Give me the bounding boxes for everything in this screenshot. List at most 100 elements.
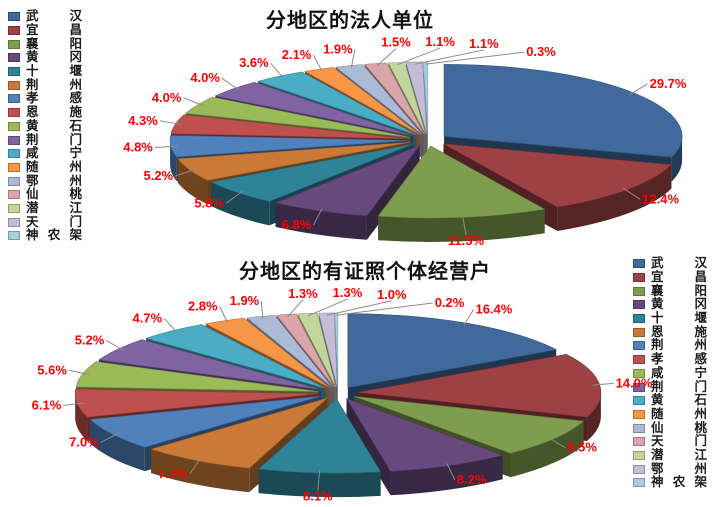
- percent-label: 4.7%: [133, 310, 163, 325]
- percent-label: 1.3%: [333, 285, 363, 300]
- legend-swatch: [8, 12, 20, 22]
- legend-label: 孝感: [26, 91, 82, 106]
- legal-entities-pie: 29.7% 12.4% 11.5% 6.8% 5.8% 5.2% 4.8% 4.3% 4.0% 4…: [123, 34, 687, 248]
- legend-label: 仙桃: [26, 187, 82, 202]
- percent-label: 1.1%: [469, 36, 499, 51]
- legend-item-潜江: 潜江: [8, 200, 82, 216]
- legend-swatch: [633, 368, 645, 378]
- legend-swatch: [633, 286, 645, 296]
- percent-label: 12.4%: [642, 191, 679, 206]
- percent-labels: 16.4% 14.0% 8.5% 8.2% 8.1% 7.7% 7.0% 6.1% 5.6% 5.…: [32, 285, 653, 504]
- legend-label: 神农架: [651, 475, 707, 490]
- percent-labels: 29.7% 12.4% 11.5% 6.8% 5.8% 5.2% 4.8% 4.3% 4.0% 4…: [123, 34, 687, 248]
- legend-swatch: [8, 135, 20, 145]
- legend-item-恩施: 恩施: [8, 106, 82, 120]
- pie-slices: [169, 61, 683, 242]
- percent-label: 2.1%: [282, 47, 312, 62]
- legend-swatch: [633, 300, 645, 310]
- legend-swatch: [633, 314, 645, 324]
- legend-swatch: [633, 396, 645, 406]
- percent-label: 5.6%: [37, 362, 67, 377]
- legend-label: 恩施: [651, 324, 707, 339]
- legend-item-随州: 随州: [633, 407, 707, 422]
- legend-label: 武汉: [651, 256, 707, 271]
- legend-label: 孝感: [651, 352, 707, 367]
- percent-label: 2.8%: [188, 298, 218, 313]
- legend-item-仙桃: 仙桃: [8, 188, 82, 202]
- legend-label: 宜昌: [651, 270, 707, 285]
- legend-item-黄石: 黄石: [633, 394, 707, 408]
- chart-title-legal-entities: 分地区的法人单位: [266, 10, 434, 32]
- legend-item-鄂州: 鄂州: [8, 174, 82, 188]
- legend-item-孝感: 孝感: [8, 92, 82, 106]
- legend-label: 荆门: [651, 379, 707, 394]
- legend-label: 恩施: [26, 105, 82, 120]
- legend-label: 黄石: [651, 393, 707, 408]
- percent-label: 1.5%: [381, 35, 411, 50]
- legend-item-黄石: 黄石: [8, 119, 82, 134]
- legend-legal-entities: 武汉宜昌襄阳黄冈十堰荆州孝感恩施黄石荆门咸宁随州鄂州仙桃潜江天门神农架: [8, 10, 82, 243]
- legend-label: 荆州: [651, 338, 707, 353]
- legend-item-黄冈: 黄冈: [633, 298, 707, 312]
- legend-swatch: [633, 273, 645, 283]
- legend-item-武汉: 武汉: [633, 257, 707, 271]
- legend-label: 荆州: [26, 77, 82, 92]
- legend-swatch: [8, 26, 20, 36]
- legend-label: 咸宁: [26, 146, 82, 161]
- legend-item-荆州: 荆州: [8, 78, 82, 92]
- legend-item-十堰: 十堰: [633, 312, 707, 326]
- legend-swatch: [8, 203, 20, 213]
- legend-item-十堰: 十堰: [8, 65, 82, 79]
- percent-label: 8.5%: [567, 440, 597, 455]
- legend-item-宜昌: 宜昌: [633, 271, 707, 285]
- percent-label: 1.1%: [425, 34, 455, 49]
- legal-entities-chart: 分地区的法人单位 武汉宜昌襄阳黄冈十堰荆州孝感恩施黄石荆门咸宁随州鄂州仙桃潜江天…: [0, 0, 716, 253]
- legend-label: 襄阳: [651, 283, 707, 298]
- legend-swatch: [8, 149, 20, 159]
- pie-slices: [74, 312, 602, 498]
- legend-swatch: [633, 450, 645, 460]
- percent-label: 5.2%: [75, 333, 105, 348]
- percent-label: 1.3%: [288, 286, 318, 301]
- legend-swatch: [8, 162, 20, 172]
- percent-label: 7.7%: [158, 466, 188, 481]
- legend-label: 宜昌: [26, 23, 82, 38]
- percent-label: 7.0%: [69, 434, 99, 449]
- legend-item-宜昌: 宜昌: [8, 24, 82, 38]
- legend-swatch: [633, 327, 645, 337]
- legend-individual-businesses: 武汉宜昌襄阳黄冈十堰恩施荆州孝感咸宁荆门黄石随州仙桃天门潜江鄂州神农架: [633, 257, 707, 490]
- individual-businesses-pie: 16.4% 14.0% 8.5% 8.2% 8.1% 7.7% 7.0% 6.1% 5.6% 5.…: [32, 285, 653, 504]
- legend-swatch: [8, 176, 20, 186]
- legend-label: 天门: [26, 214, 82, 229]
- legend-item-孝感: 孝感: [633, 353, 707, 367]
- legend-item-黄冈: 黄冈: [8, 51, 82, 65]
- legend-swatch: [8, 190, 20, 200]
- legend-label: 十堰: [26, 64, 82, 79]
- legend-label: 荆门: [26, 132, 82, 147]
- legend-item-荆门: 荆门: [8, 133, 82, 147]
- legend-label: 鄂州: [651, 461, 707, 476]
- legend-label: 天门: [651, 434, 707, 449]
- pie-slice-襄阳: [377, 145, 546, 242]
- legend-label: 仙桃: [651, 420, 707, 435]
- legend-swatch: [8, 217, 20, 227]
- percent-label: 0.2%: [435, 295, 465, 310]
- legend-swatch: [8, 53, 20, 63]
- legend-item-咸宁: 咸宁: [8, 147, 82, 161]
- legend-item-咸宁: 咸宁: [633, 366, 707, 381]
- legend-label: 潜江: [26, 200, 82, 215]
- percent-label: 6.1%: [32, 397, 62, 412]
- percent-label: 1.9%: [230, 293, 260, 308]
- legend-swatch: [633, 423, 645, 433]
- legend-label: 鄂州: [26, 173, 82, 188]
- legend-item-天门: 天门: [633, 435, 707, 449]
- legend-item-神农架: 神农架: [8, 229, 82, 243]
- legend-item-天门: 天门: [8, 215, 82, 229]
- legend-label: 十堰: [651, 311, 707, 326]
- legend-swatch: [633, 341, 645, 351]
- legend-swatch: [633, 464, 645, 474]
- legend-swatch: [8, 108, 20, 118]
- percent-label: 4.0%: [152, 90, 182, 105]
- pie-slice-十堰: [257, 398, 382, 498]
- percent-label: 4.3%: [128, 113, 158, 128]
